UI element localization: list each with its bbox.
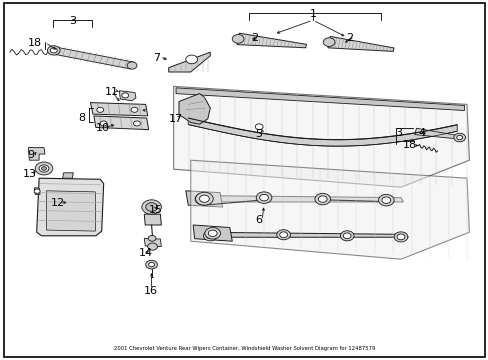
Circle shape — [97, 107, 103, 112]
Circle shape — [195, 192, 213, 205]
Circle shape — [127, 62, 137, 69]
Text: 11: 11 — [104, 87, 118, 97]
Circle shape — [122, 93, 128, 98]
Text: 3: 3 — [69, 16, 76, 26]
Polygon shape — [46, 191, 95, 231]
Text: 12: 12 — [51, 198, 64, 208]
Circle shape — [206, 233, 214, 239]
Circle shape — [393, 232, 407, 242]
Text: 2: 2 — [250, 33, 257, 43]
Polygon shape — [190, 160, 468, 259]
Circle shape — [198, 196, 207, 202]
Polygon shape — [237, 33, 306, 48]
Polygon shape — [176, 88, 464, 111]
Text: 14: 14 — [139, 248, 152, 258]
Text: 2: 2 — [346, 33, 352, 43]
Polygon shape — [119, 91, 136, 101]
Polygon shape — [37, 178, 103, 236]
Text: 17: 17 — [169, 114, 183, 124]
Circle shape — [199, 195, 209, 202]
Polygon shape — [168, 52, 210, 72]
Circle shape — [145, 203, 157, 211]
Text: 13: 13 — [23, 168, 37, 179]
Text: 6: 6 — [255, 215, 262, 225]
Circle shape — [456, 135, 462, 140]
Circle shape — [314, 193, 330, 205]
Circle shape — [276, 230, 290, 240]
Polygon shape — [195, 232, 407, 237]
Circle shape — [208, 230, 217, 237]
Circle shape — [185, 55, 197, 64]
Circle shape — [100, 121, 107, 126]
Circle shape — [131, 107, 138, 112]
Text: 3: 3 — [394, 128, 401, 138]
Circle shape — [232, 35, 244, 43]
Circle shape — [50, 48, 57, 53]
Polygon shape — [144, 214, 161, 225]
Text: 1: 1 — [309, 9, 316, 19]
Polygon shape — [34, 188, 40, 194]
Text: 16: 16 — [143, 286, 157, 296]
Text: 4: 4 — [417, 128, 424, 138]
Polygon shape — [28, 148, 45, 160]
Circle shape — [453, 133, 465, 142]
Text: 18: 18 — [402, 140, 416, 150]
Circle shape — [145, 260, 157, 269]
Text: 10: 10 — [96, 123, 109, 133]
Polygon shape — [327, 36, 393, 51]
Circle shape — [195, 193, 210, 205]
Polygon shape — [190, 195, 403, 202]
Polygon shape — [414, 128, 459, 139]
Polygon shape — [173, 86, 468, 187]
Circle shape — [41, 167, 46, 170]
Circle shape — [256, 192, 271, 203]
Circle shape — [133, 121, 140, 126]
Circle shape — [39, 165, 49, 172]
Circle shape — [323, 38, 334, 46]
Text: 18: 18 — [28, 38, 42, 48]
Polygon shape — [193, 225, 232, 241]
Circle shape — [148, 262, 154, 267]
Circle shape — [378, 194, 393, 206]
Circle shape — [204, 228, 220, 239]
Circle shape — [381, 197, 390, 203]
Polygon shape — [52, 47, 133, 69]
Circle shape — [203, 231, 217, 241]
Circle shape — [47, 46, 60, 55]
Circle shape — [34, 189, 40, 193]
Text: 15: 15 — [148, 204, 162, 215]
Polygon shape — [185, 191, 222, 207]
Polygon shape — [179, 94, 210, 124]
Text: 9: 9 — [27, 150, 34, 160]
Circle shape — [396, 234, 404, 240]
Circle shape — [148, 235, 156, 241]
Circle shape — [259, 194, 268, 201]
Text: 2001 Chevrolet Venture Rear Wipers Container, Windshield Washer Solvent Diagram : 2001 Chevrolet Venture Rear Wipers Conta… — [114, 346, 374, 351]
Circle shape — [340, 231, 353, 241]
Circle shape — [35, 162, 53, 175]
Circle shape — [279, 232, 287, 238]
Polygon shape — [144, 238, 161, 247]
Polygon shape — [90, 103, 147, 116]
Circle shape — [142, 200, 161, 214]
Text: 5: 5 — [255, 129, 262, 139]
Circle shape — [147, 243, 157, 250]
Text: 7: 7 — [153, 53, 160, 63]
Circle shape — [318, 196, 326, 202]
Circle shape — [255, 124, 263, 130]
Circle shape — [343, 233, 350, 239]
Text: 8: 8 — [79, 113, 85, 123]
Polygon shape — [62, 173, 73, 178]
Polygon shape — [188, 118, 456, 146]
Polygon shape — [94, 116, 148, 130]
